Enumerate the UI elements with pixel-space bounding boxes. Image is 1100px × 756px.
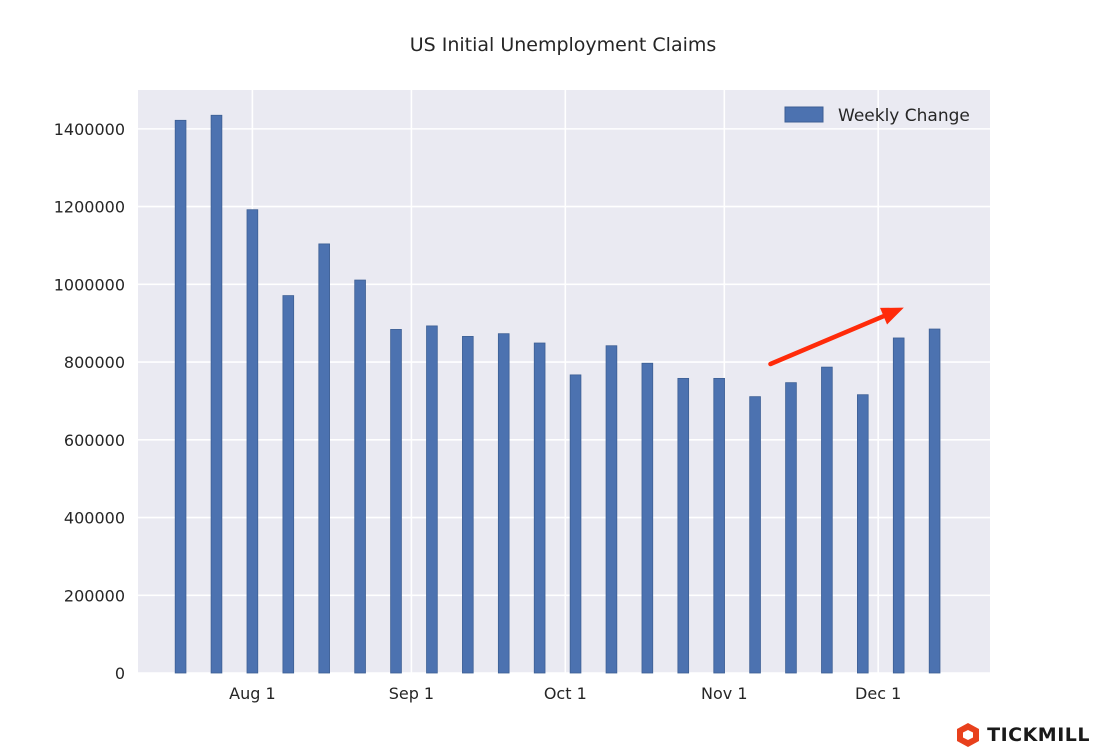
bar xyxy=(282,295,295,674)
arrow-shaft xyxy=(768,313,886,367)
bar xyxy=(533,342,546,674)
trend-arrow xyxy=(768,307,904,367)
brand-name: TICKMILL xyxy=(987,724,1090,746)
plot-background xyxy=(138,90,990,673)
y-tick-label: 800000 xyxy=(64,353,125,372)
bar xyxy=(497,333,510,674)
brand-logo: TICKMILL xyxy=(955,722,1090,748)
legend: Weekly Change xyxy=(784,106,970,126)
x-tick-label: Oct 1 xyxy=(544,684,587,703)
bar xyxy=(785,382,797,674)
x-tick-label: Dec 1 xyxy=(855,684,901,703)
bar xyxy=(426,325,438,674)
y-tick-label: 400000 xyxy=(64,509,125,528)
bar xyxy=(605,345,618,674)
y-tick-label: 1200000 xyxy=(54,198,125,217)
y-tick-label: 200000 xyxy=(64,586,125,605)
legend-label: Weekly Change xyxy=(838,106,970,126)
bar xyxy=(390,329,402,674)
arrow-head xyxy=(880,307,904,325)
bar xyxy=(641,362,654,674)
bar xyxy=(677,377,690,674)
x-axis-ticks: Aug 1 Sep 1 Oct 1 Nov 1 Dec 1 xyxy=(229,684,901,703)
y-tick-label: 1400000 xyxy=(54,120,125,139)
bar xyxy=(857,394,869,674)
y-axis-ticks: 0 200000 400000 600000 800000 1000000 1200000 1… xyxy=(54,120,125,683)
bar xyxy=(462,336,474,674)
x-tick-label: Nov 1 xyxy=(701,684,748,703)
legend-swatch xyxy=(784,106,824,123)
bar xyxy=(318,243,330,674)
bar xyxy=(569,374,582,674)
bar xyxy=(821,366,833,674)
bar xyxy=(928,328,941,674)
grid-lines xyxy=(138,90,990,674)
bar xyxy=(174,119,187,674)
bars xyxy=(174,114,941,674)
bar xyxy=(354,279,366,674)
bar xyxy=(749,396,761,674)
bar xyxy=(210,114,223,674)
bar xyxy=(246,209,259,674)
x-tick-label: Aug 1 xyxy=(229,684,276,703)
bar xyxy=(892,337,905,674)
bar xyxy=(713,377,725,674)
y-tick-label: 1000000 xyxy=(54,275,125,294)
x-tick-label: Sep 1 xyxy=(389,684,434,703)
y-tick-label: 600000 xyxy=(64,431,125,450)
tickmill-logo-icon xyxy=(957,723,980,747)
chart-title: US Initial Unemployment Claims xyxy=(410,34,717,56)
y-tick-label: 0 xyxy=(115,664,125,683)
